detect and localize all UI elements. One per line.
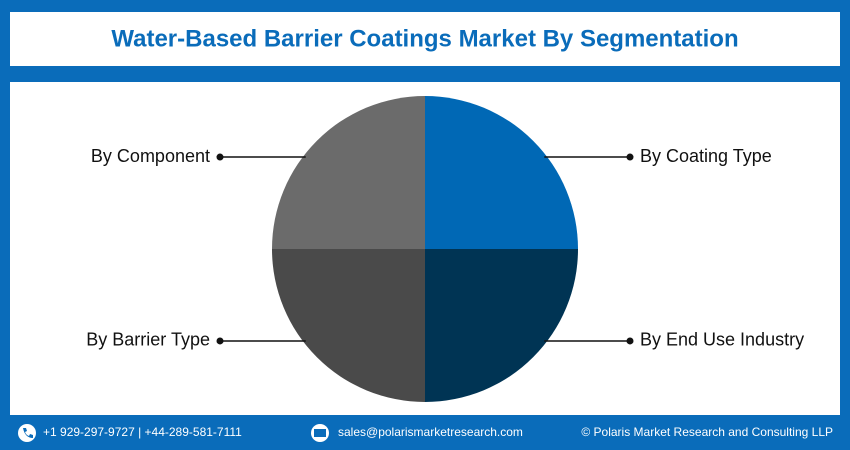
pie-slice — [272, 249, 425, 402]
pie: By Coating Type By End Use Industry By Bar… — [86, 96, 804, 402]
slice-label: By Coating Type — [640, 146, 772, 166]
footer-copyright: © Polaris Market Research and Consulting… — [581, 425, 833, 439]
leader-dot — [216, 337, 224, 345]
phone-icon — [18, 424, 36, 442]
leader-dot — [626, 153, 634, 161]
leader-dot — [216, 153, 224, 161]
leader-dot — [626, 337, 634, 345]
pie-slice — [425, 249, 578, 402]
title-box — [10, 12, 840, 66]
footer-phone: +1 929-297-9727 | +44-289-581-7111 — [43, 425, 242, 439]
pie-slice — [425, 96, 578, 249]
slice-label: By Barrier Type — [86, 330, 210, 350]
phone-glyph — [23, 428, 33, 438]
slice-label: By Component — [91, 146, 210, 166]
email-glyph — [314, 429, 326, 437]
footer-email: sales@polarismarketresearch.com — [338, 425, 523, 439]
slice-label: By End Use Industry — [640, 330, 804, 350]
pie-slice — [272, 96, 425, 249]
chart-title: Water-Based Barrier Coatings Market By S… — [111, 25, 738, 52]
